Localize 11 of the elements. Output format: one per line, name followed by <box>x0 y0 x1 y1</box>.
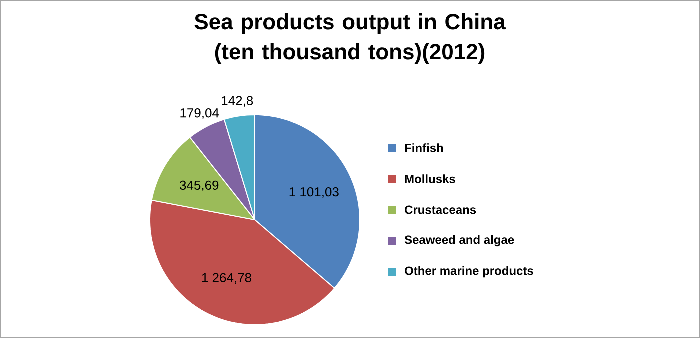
data-label: 142,8 <box>222 96 254 107</box>
legend-label: Other marine products <box>405 266 534 278</box>
legend-label: Crustaceans <box>405 206 476 214</box>
data-label: 179,04 <box>180 108 220 120</box>
legend-label: Finfish <box>405 144 444 152</box>
data-label: 1 101,03 <box>290 187 339 198</box>
data-label: 345,69 <box>180 180 219 192</box>
data-label: 1 264,78 <box>202 273 252 284</box>
legend-label: Seaweed and algae <box>404 235 514 247</box>
legend-label: Mollusks <box>405 174 456 184</box>
chart-title: Sea products output in China (ten thousand tons)(2012) <box>194 14 506 64</box>
